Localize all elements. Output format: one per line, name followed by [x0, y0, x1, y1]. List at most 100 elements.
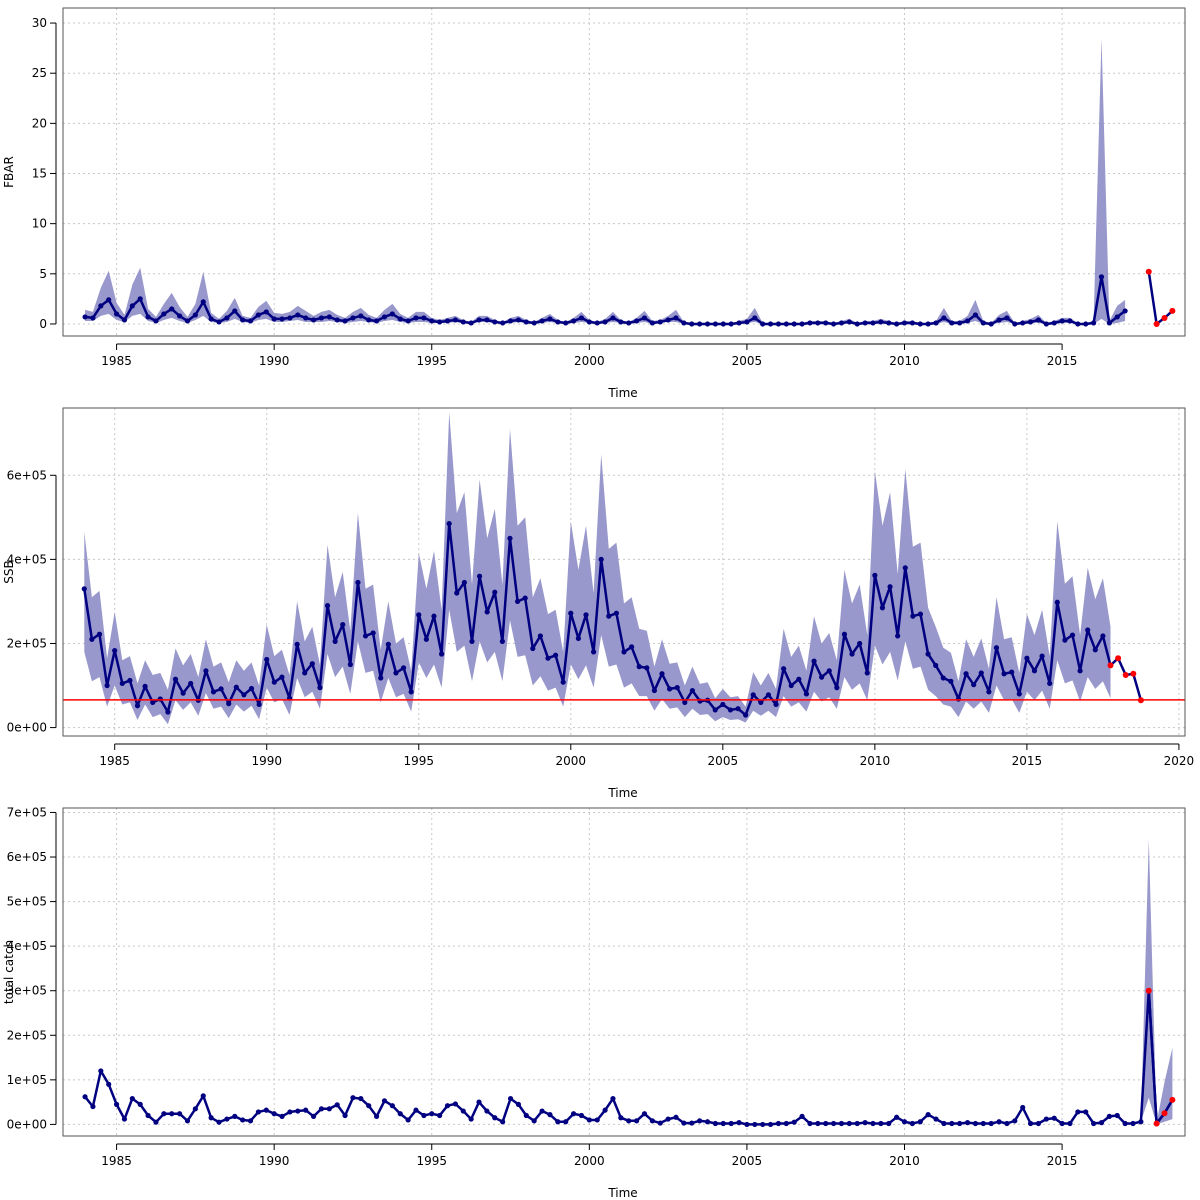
catch-point	[925, 1112, 931, 1118]
fbar-point	[728, 321, 734, 327]
ssb-panel: 1985 1990 1995 2000 2005 2010 2015 2020 0e+00 2e…	[2, 407, 1195, 800]
catch-point	[1035, 1120, 1042, 1127]
fbar-projection-point	[1145, 268, 1152, 275]
fbar-point	[232, 308, 238, 314]
catch-point	[972, 1120, 979, 1127]
fbar-point	[964, 318, 971, 324]
ssb-point	[1100, 633, 1106, 639]
ssb-point	[811, 658, 817, 664]
fbar-panel: 1985 1990 1995 2000 2005 2010 2015 0 5 10 15 20 25 3…	[2, 7, 1186, 400]
fbar-y-tick-label: 30	[32, 16, 47, 30]
catch-point	[846, 1120, 852, 1127]
fbar-point	[247, 318, 254, 324]
fbar-point	[1051, 320, 1057, 326]
ssb-point	[378, 675, 384, 681]
fbar-y-axis: 0 5 10 15 20 25 30	[32, 16, 57, 331]
fbar-point	[208, 316, 214, 322]
ssb-point	[682, 699, 688, 705]
fbar-point	[444, 318, 451, 324]
fbar-point	[342, 318, 348, 324]
ssb-point	[773, 701, 779, 708]
ssb-point	[613, 610, 619, 616]
fbar-point	[255, 312, 262, 318]
catch-y-axis-title: total catch	[2, 940, 16, 1004]
ssb-point	[735, 706, 741, 712]
catch-point	[1059, 1120, 1065, 1127]
fbar-point	[295, 312, 301, 318]
ssb-point	[271, 679, 277, 685]
fbar-point	[413, 315, 419, 321]
fbar-point	[279, 316, 285, 322]
ssb-point	[142, 683, 148, 689]
fbar-point	[752, 315, 758, 321]
fbar-point	[547, 316, 553, 322]
catch-point	[1020, 1104, 1026, 1111]
fbar-point	[1035, 317, 1042, 323]
fbar-point	[137, 296, 143, 302]
ssb-confidence-band	[84, 412, 1111, 725]
catch-plot-frame	[62, 807, 1186, 1137]
fbar-projection-points	[1145, 268, 1176, 327]
catch-point	[216, 1119, 222, 1125]
ssb-point	[826, 668, 832, 674]
ssb-y-tick-label: 4e+05	[7, 552, 47, 566]
catch-point	[200, 1093, 206, 1099]
fbar-point	[854, 321, 860, 327]
ssb-point	[81, 586, 87, 592]
ssb-point	[408, 689, 414, 695]
fbar-point	[429, 318, 435, 324]
fbar-x-tick-label: 1995	[416, 354, 447, 368]
ssb-point	[157, 696, 163, 702]
catch-point	[720, 1120, 726, 1127]
fbar-y-tick-label: 25	[32, 66, 47, 80]
catch-point	[665, 1116, 671, 1122]
ssb-point	[993, 645, 1000, 651]
catch-point	[799, 1113, 805, 1119]
ssb-y-tick-label: 2e+05	[7, 636, 47, 650]
catch-point	[310, 1113, 317, 1119]
catch-point	[318, 1106, 325, 1112]
catch-point	[271, 1111, 277, 1117]
catch-point	[500, 1119, 506, 1125]
catch-point	[460, 1108, 466, 1114]
fbar-point	[1114, 314, 1120, 320]
ssb-point	[629, 644, 635, 650]
fbar-points	[82, 274, 1128, 327]
ssb-point	[750, 692, 756, 698]
catch-point	[468, 1116, 474, 1122]
ssb-point	[438, 651, 445, 657]
fbar-point	[996, 317, 1002, 323]
fbar-point	[815, 320, 821, 326]
catch-point	[626, 1118, 632, 1124]
catch-point	[1130, 1120, 1136, 1127]
ssb-point	[370, 630, 376, 636]
fbar-point	[807, 320, 813, 326]
ssb-point	[925, 651, 931, 657]
catch-point	[224, 1116, 230, 1122]
ssb-point	[781, 666, 787, 672]
ssb-point	[340, 621, 346, 628]
ssb-y-axis: 0e+00 2e+05 4e+05 6e+05	[7, 468, 57, 735]
fbar-point	[303, 315, 309, 321]
fbar-projection-line	[1147, 271, 1174, 327]
fbar-point	[697, 321, 703, 327]
fbar-point	[531, 320, 537, 326]
fbar-point	[736, 320, 742, 326]
catch-point	[326, 1106, 332, 1112]
ssb-point	[743, 712, 749, 718]
catch-x-axis-title: Time	[607, 1186, 637, 1200]
fbar-point	[452, 317, 458, 323]
fbar-point	[846, 319, 852, 325]
fbar-point	[838, 320, 845, 326]
catch-point	[1051, 1115, 1057, 1121]
catch-point	[673, 1114, 679, 1120]
catch-point	[366, 1103, 372, 1109]
fbar-point	[366, 317, 372, 323]
catch-point	[145, 1112, 151, 1119]
ssb-point	[834, 685, 840, 691]
ssb-x-tick-label: 2020	[1164, 754, 1195, 768]
ssb-point	[165, 709, 171, 715]
catch-point	[744, 1121, 750, 1128]
ssb-point	[180, 690, 186, 696]
ssb-projection-points	[1107, 655, 1144, 704]
